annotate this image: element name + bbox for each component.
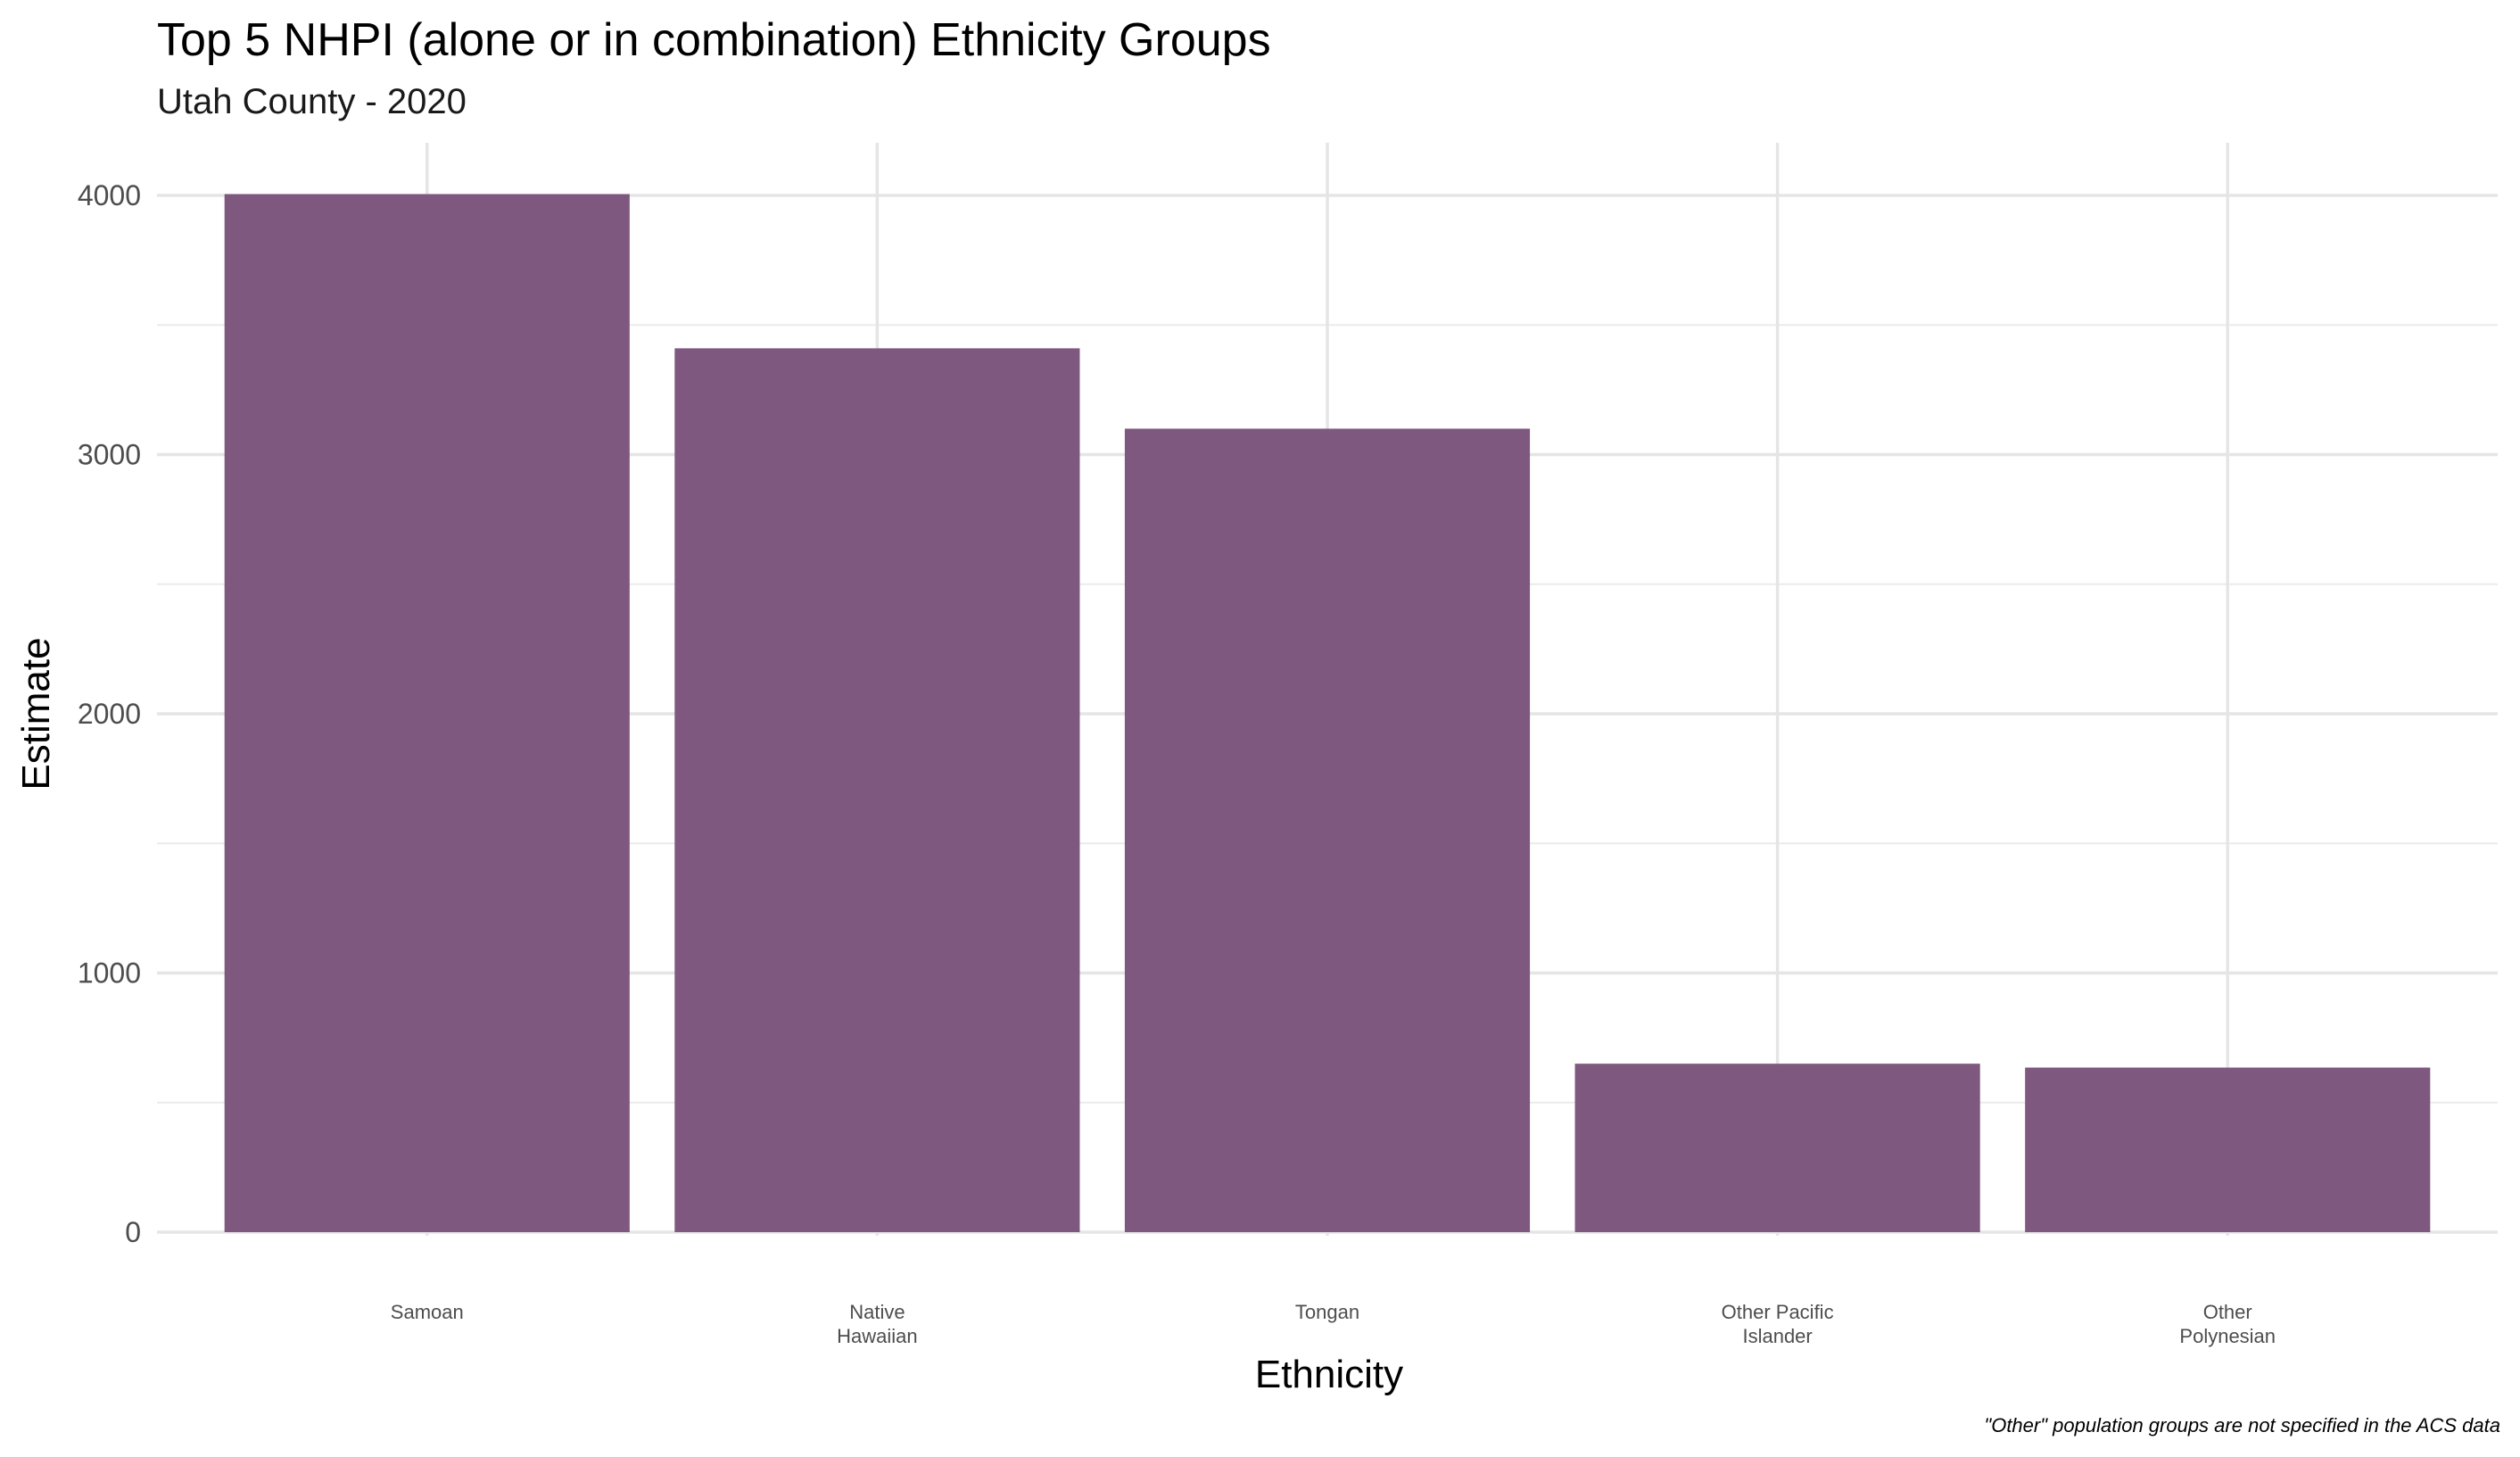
y-tick-label: 2000 <box>78 698 141 730</box>
x-axis-ticks: Samoan Native Hawaiian Tongan Other Pacific I… <box>391 1301 2276 1347</box>
y-tick-label: 1000 <box>78 957 141 989</box>
chart-caption: "Other" population groups are not specif… <box>1984 1414 2500 1436</box>
y-axis-title: Estimate <box>14 637 58 790</box>
bar <box>224 194 630 1233</box>
bar <box>1574 1064 1980 1232</box>
x-tick-label: Other Pacific Islander <box>1722 1301 1834 1347</box>
y-axis-ticks: 0 1000 2000 3000 4000 <box>78 179 141 1248</box>
y-tick-label: 3000 <box>78 439 141 471</box>
x-tick-label: Other Polynesian <box>2179 1301 2276 1347</box>
y-tick-label: 4000 <box>78 179 141 211</box>
x-tick-label: Tongan <box>1295 1301 1359 1323</box>
x-tick-label: Samoan <box>391 1301 464 1323</box>
chart-subtitle: Utah County - 2020 <box>157 82 467 121</box>
bar <box>1124 428 1531 1232</box>
x-tick-label: Native Hawaiian <box>837 1301 918 1347</box>
chart-title: Top 5 NHPI (alone or in combination) Eth… <box>157 14 1271 66</box>
x-axis-title: Ethnicity <box>1255 1353 1403 1396</box>
bar <box>674 348 1080 1232</box>
bars <box>224 194 2431 1233</box>
bar <box>2025 1067 2431 1232</box>
y-tick-label: 0 <box>125 1216 141 1248</box>
